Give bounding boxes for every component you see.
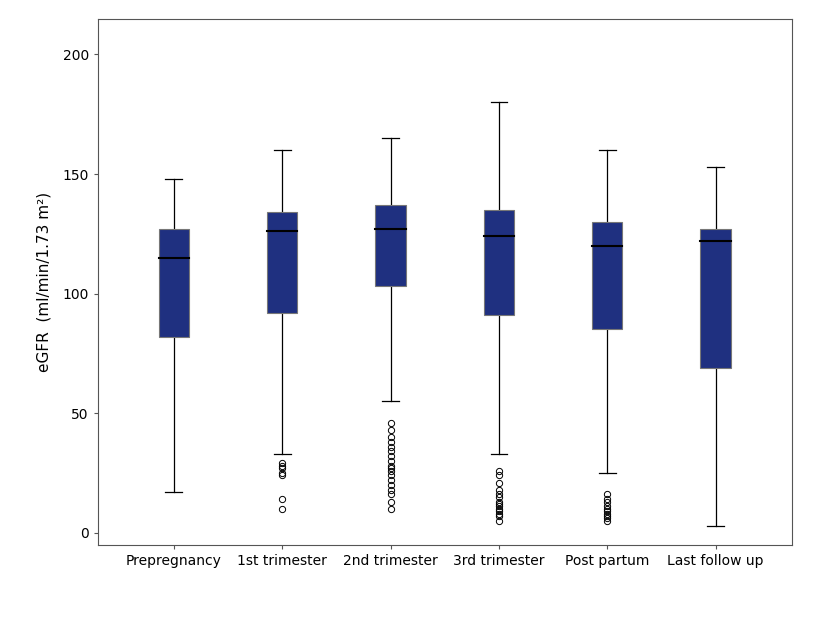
Bar [484,210,514,315]
Y-axis label: eGFR  (ml/min/1.73 m²): eGFR (ml/min/1.73 m²) [37,192,51,371]
Bar [700,229,731,368]
Bar [267,212,297,313]
Bar [592,222,623,329]
Bar [158,229,189,337]
Bar [375,205,406,287]
